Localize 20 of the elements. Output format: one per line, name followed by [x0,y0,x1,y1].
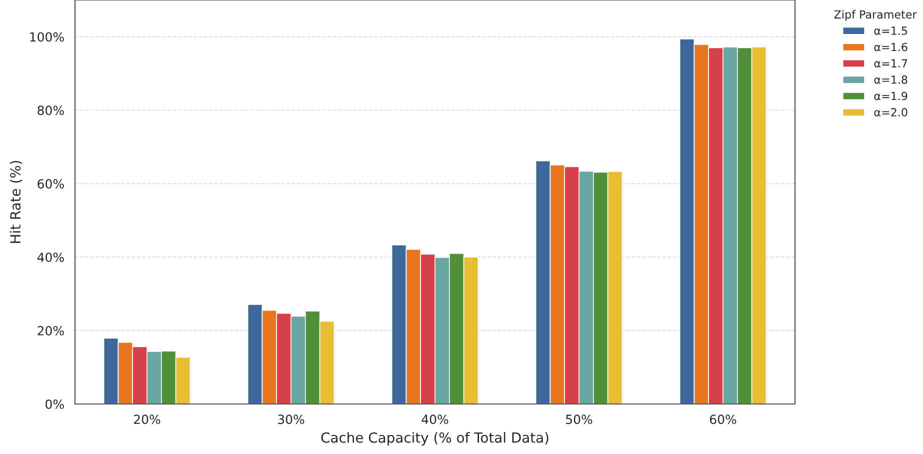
legend-label: α=1.9 [874,92,908,100]
y-tick-label: 20% [38,326,64,336]
y-tick-label: 0% [46,399,64,409]
legend-label: α=2.0 [874,108,908,116]
x-axis-title: Cache Capacity (% of Total Data) [321,432,548,446]
x-tick-label: 20% [134,414,160,424]
x-tick-label: 30% [278,414,304,424]
y-axis-title: Hit Rate (%) [10,160,22,243]
y-tick-label: 80% [38,106,64,116]
y-tick-label: 60% [38,179,64,189]
y-tick-label: 100% [30,32,64,42]
x-tick-label: 40% [422,414,448,424]
legend-label: α=1.8 [874,75,908,84]
legend-label: α=1.7 [874,59,908,68]
y-tick-label: 40% [37,252,64,262]
legend-title: Zipf Parameter [834,10,917,21]
legend-label: α=1.5 [874,26,908,35]
legend-label: α=1.6 [874,42,908,52]
x-tick-label: 60% [710,414,736,424]
x-tick-label: 50% [566,414,592,424]
